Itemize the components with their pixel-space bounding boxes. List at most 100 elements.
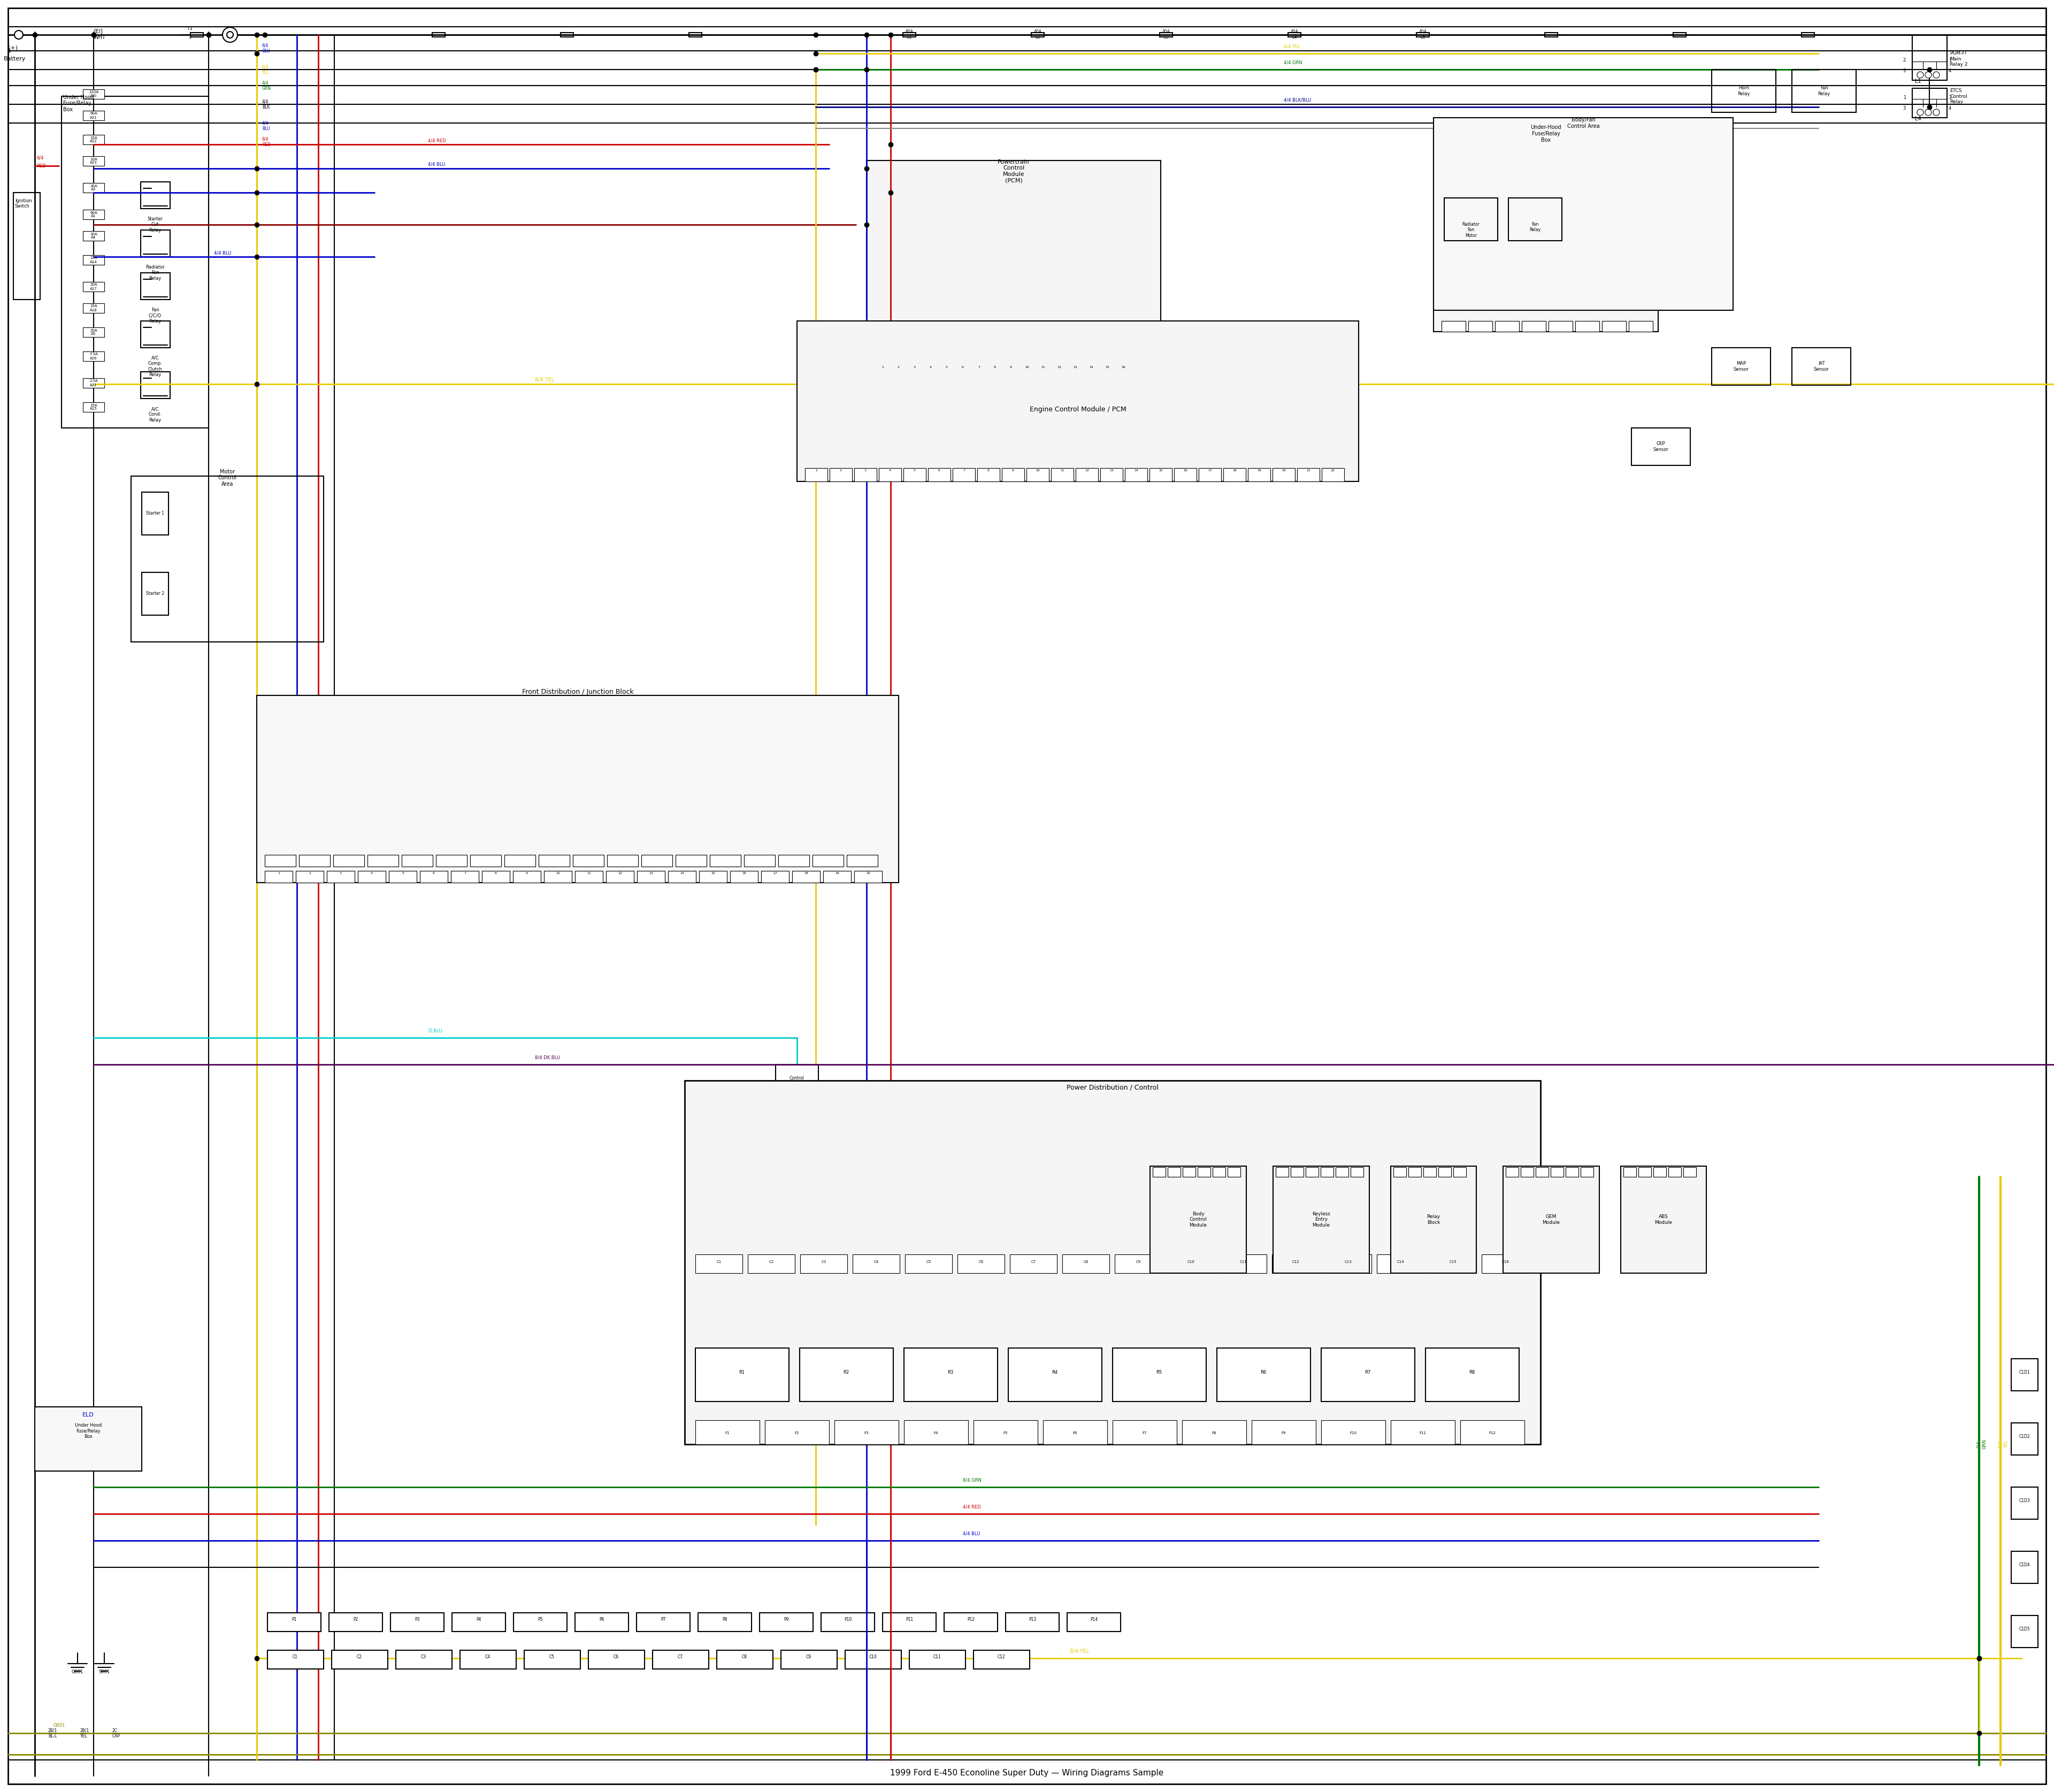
Text: Motor
Control
Area: Motor Control Area [218, 470, 236, 487]
Bar [1321, 468, 1343, 482]
Text: 8/4 YEL: 8/4 YEL [534, 376, 555, 382]
Bar [140, 321, 170, 348]
Bar [82, 378, 105, 387]
Bar [431, 32, 446, 38]
Text: 6/4
YEL: 6/4 YEL [263, 65, 269, 75]
Bar [801, 1254, 846, 1272]
Bar [1495, 321, 1520, 332]
Text: Power Distribution / Control: Power Distribution / Control [1066, 1084, 1158, 1091]
Bar [1409, 1167, 1421, 1177]
Text: P7: P7 [661, 1616, 665, 1622]
Bar [891, 366, 906, 375]
Bar [1442, 321, 1467, 332]
Text: 7: 7 [963, 470, 965, 471]
Text: L1: L1 [1914, 79, 1920, 84]
Bar [140, 371, 170, 398]
Bar [762, 871, 789, 883]
Text: C3: C3 [822, 1260, 826, 1263]
Bar [131, 477, 325, 642]
Bar [957, 1254, 1004, 1272]
Text: 2C
CAP: 2C CAP [113, 1727, 121, 1738]
Bar [1043, 1421, 1107, 1444]
Bar [544, 871, 571, 883]
Text: 1: 1 [881, 366, 883, 369]
Bar [388, 871, 417, 883]
Text: Fan
C/C/O
Relay: Fan C/C/O Relay [148, 308, 162, 324]
Text: 4: 4 [889, 470, 891, 471]
Bar [744, 855, 774, 867]
Bar [142, 572, 168, 615]
Bar [1684, 1167, 1697, 1177]
Bar [140, 181, 170, 208]
Bar [1791, 348, 1851, 385]
Text: 11: 11 [1060, 470, 1064, 471]
Text: P4: P4 [477, 1616, 481, 1622]
Text: 1: 1 [815, 470, 817, 471]
Bar [1639, 1167, 1651, 1177]
Text: ELD: ELD [82, 1412, 94, 1417]
Bar [82, 183, 105, 192]
Text: F11: F11 [1419, 1432, 1425, 1435]
Text: C13: C13 [1343, 1260, 1352, 1263]
Text: 4/4
BLK: 4/4 BLK [263, 99, 269, 109]
Bar [854, 871, 881, 883]
Bar [82, 401, 105, 412]
Text: Starter 1: Starter 1 [146, 511, 164, 516]
Bar [928, 468, 951, 482]
Text: 10: 10 [557, 873, 561, 874]
Text: C1D4: C1D4 [2019, 1563, 2029, 1568]
Bar [1197, 1167, 1210, 1177]
Text: P13: P13 [1029, 1616, 1035, 1622]
Bar [834, 1421, 900, 1444]
Bar [1200, 468, 1222, 482]
Text: 10: 10 [1035, 470, 1039, 471]
Bar [1052, 366, 1066, 375]
Bar [955, 366, 969, 375]
Text: C4: C4 [485, 1654, 491, 1659]
Text: 3: 3 [914, 366, 916, 369]
Bar [1711, 70, 1777, 113]
Bar [82, 90, 105, 99]
Text: 4/4 RED: 4/4 RED [963, 1505, 982, 1509]
Text: 9: 9 [1013, 470, 1015, 471]
Bar [696, 1254, 741, 1272]
Text: R2: R2 [844, 1369, 848, 1374]
Bar [953, 468, 976, 482]
Text: 1: 1 [1902, 95, 1906, 100]
Bar [573, 855, 604, 867]
Text: C10: C10 [1187, 1260, 1193, 1263]
Bar [1019, 366, 1033, 375]
Text: Starter 2: Starter 2 [146, 591, 164, 597]
Text: F2: F2 [795, 1432, 799, 1435]
Text: C1D1: C1D1 [2019, 1369, 2029, 1374]
Text: 8: 8 [495, 873, 497, 874]
Bar [82, 210, 105, 219]
Bar [191, 32, 203, 38]
Text: (+): (+) [8, 45, 18, 50]
Text: 40A
E4: 40A E4 [1290, 29, 1298, 39]
Bar [1621, 1167, 1707, 1272]
Text: 2: 2 [840, 470, 842, 471]
Bar [797, 321, 1358, 482]
Bar [524, 1650, 581, 1668]
Bar [688, 32, 702, 38]
Text: 4: 4 [1949, 106, 1951, 111]
Text: Body
Control
Module: Body Control Module [1189, 1211, 1208, 1228]
Bar [140, 229, 170, 256]
Circle shape [226, 32, 234, 38]
Bar [1027, 468, 1050, 482]
Bar [1062, 1254, 1109, 1272]
Bar [470, 855, 501, 867]
Bar [1273, 468, 1294, 482]
Text: PGM-FI
Main
Relay 2: PGM-FI Main Relay 2 [1949, 50, 1968, 66]
Bar [1801, 32, 1814, 38]
Text: 10A
A23: 10A A23 [90, 158, 97, 165]
Bar [357, 871, 386, 883]
Text: 40A
E3: 40A E3 [1163, 29, 1171, 39]
Bar [296, 871, 325, 883]
Text: Under Hood
Fuse/Relay
Box: Under Hood Fuse/Relay Box [74, 1423, 103, 1439]
Bar [224, 32, 236, 38]
Circle shape [1916, 109, 1923, 115]
Bar [1536, 1167, 1549, 1177]
Bar [1126, 468, 1148, 482]
